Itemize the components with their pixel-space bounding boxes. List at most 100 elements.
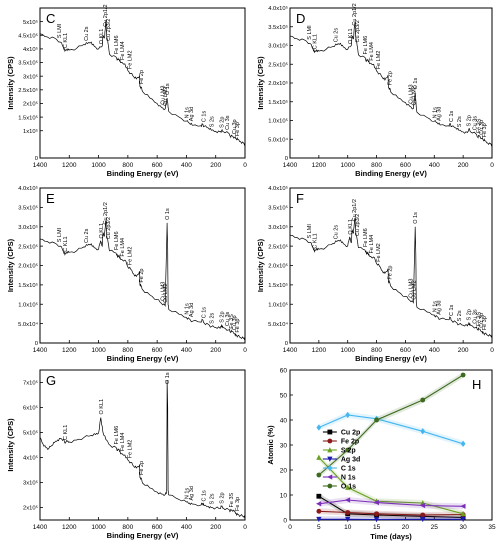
peak-label: C 1s <box>449 304 455 316</box>
peak-label: Fe 3S <box>476 118 482 133</box>
peak-label: Fe LM4 <box>369 42 375 61</box>
x-tick-label: 600 <box>152 524 163 531</box>
x-tick-label: 25 <box>431 524 439 531</box>
x-tick-label: 1000 <box>340 347 355 354</box>
peak-label: Fe 3S <box>229 314 235 329</box>
peak-label: O KL1 <box>348 219 354 235</box>
y-tick-label: 5.0x10⁴ <box>268 321 288 328</box>
panel-letter: D <box>296 11 305 26</box>
peak-label: C KL1 <box>63 33 69 48</box>
peak-label: Cu LM3 <box>409 279 415 298</box>
x-tick-label: 600 <box>400 162 411 169</box>
peak-label: Cu 2s <box>84 26 90 41</box>
panel-letter: H <box>472 377 481 392</box>
spectrum-line <box>39 20 246 146</box>
x-tick-label: 1000 <box>91 347 106 354</box>
peak-label: Fe LM4 <box>120 238 126 257</box>
y-tick-label: 3x10⁵ <box>23 73 39 80</box>
peak-label: Fe LM6 <box>114 35 120 54</box>
legend-label: Ag 3d <box>341 457 360 464</box>
x-tick-label: 1200 <box>62 347 77 354</box>
peak-label: Fe LM4 <box>369 235 375 254</box>
legend-label: N 1s <box>341 475 356 482</box>
y-tick-label: 4.0x10⁵ <box>268 5 288 12</box>
x-tick-label: 1400 <box>33 162 48 169</box>
data-point <box>460 516 466 523</box>
x-axis-label: Binding Energy (eV) <box>107 354 179 363</box>
xps-panel-f: 1400 1200 1000 800 600 400 200 0 0 5.0x10⁴ 1.0x10⁵… <box>256 185 494 363</box>
peak-label: Fe LM2 <box>127 440 133 459</box>
y-tick-label: 3.0x10⁵ <box>268 43 288 50</box>
data-point <box>316 472 322 478</box>
x-tick-label: 200 <box>458 162 469 169</box>
xps-panel-e: 1400 1200 1000 800 600 400 200 0 0 5.0x10⁴ 1.0x10⁵… <box>6 185 247 363</box>
x-tick-label: 400 <box>181 162 192 169</box>
peak-label: S LMI <box>57 227 63 242</box>
x-tick-label: 400 <box>429 162 440 169</box>
x-tick-label: 800 <box>371 162 382 169</box>
x-tick-label: 1400 <box>33 524 48 531</box>
panel-letter: C <box>46 11 55 26</box>
y-tick-label: 3x10⁵ <box>23 480 39 487</box>
x-tick-label: 30 <box>460 524 468 531</box>
peak-label: Cu 3s <box>472 309 478 324</box>
peak-label: Ag 3d <box>189 303 195 317</box>
x-tick-label: 1000 <box>340 162 355 169</box>
legend-label: O 1s <box>341 484 356 491</box>
x-tick-label: 600 <box>400 347 411 354</box>
peak-label: Fe 3p <box>235 497 241 511</box>
y-tick-label: 2.5x10⁵ <box>18 87 38 94</box>
y-tick-label: 0 <box>285 341 288 347</box>
peak-label: O 1s <box>165 208 171 220</box>
x-tick-label: 1200 <box>62 524 77 531</box>
y-tick-label: 1x10⁵ <box>23 128 39 135</box>
x-tick-label: 0 <box>288 524 292 531</box>
peak-label: Fe 2p <box>139 70 145 84</box>
y-tick-label: 4.5x10⁵ <box>18 32 38 39</box>
x-tick-label: 10 <box>344 524 352 531</box>
y-tick-label: 1.0x10⁵ <box>18 301 38 308</box>
peak-label: S 2p <box>219 492 225 503</box>
peak-label: O KL1 <box>99 29 105 45</box>
x-tick-label: 400 <box>181 524 192 531</box>
y-tick-label: 5x10⁵ <box>23 430 39 437</box>
y-tick-label: 1.5x10⁵ <box>268 282 288 289</box>
x-tick-label: 35 <box>488 524 496 531</box>
peak-label: Fe LM2 <box>127 50 133 69</box>
y-tick-label: 1.5x10⁵ <box>18 114 38 121</box>
y-tick-label: 4.0x10⁵ <box>268 185 288 192</box>
y-tick-label: 30 <box>280 442 288 449</box>
peak-label: Cu 2p3/2 <box>106 217 112 239</box>
peak-label: O 1s <box>165 372 171 384</box>
y-axis-label: Atomic (%) <box>266 425 275 465</box>
x-tick-label: 1400 <box>283 347 298 354</box>
peak-label: Ag 3d <box>437 107 443 121</box>
peak-label: Cu 2p1/2 <box>103 4 109 26</box>
peak-label: Fe LM2 <box>376 51 382 70</box>
y-tick-label: 2.0x10⁵ <box>268 80 288 87</box>
peak-label: Cu 2s <box>84 228 90 243</box>
y-tick-label: 2.5x10⁵ <box>268 243 288 250</box>
peak-label: Cu 3s <box>225 311 231 326</box>
peak-label: Fe LM2 <box>127 247 133 266</box>
x-tick-label: 0 <box>243 162 247 169</box>
peak-label: C KL1 <box>63 425 69 440</box>
peak-label: Cu 3s <box>225 115 231 130</box>
peak-label: Fe 3p <box>235 122 241 136</box>
peak-label: S 2s <box>457 116 463 127</box>
y-tick-label: 5.0x10⁴ <box>268 136 288 143</box>
spectrum-line <box>39 220 246 341</box>
series-band <box>318 372 464 478</box>
plot-frame <box>39 7 246 159</box>
peak-label: Cu LM2 <box>163 284 169 303</box>
peak-label: Ag 3d <box>437 300 443 314</box>
y-tick-label: 4x10⁵ <box>23 46 39 53</box>
data-point <box>420 516 426 523</box>
peak-label: Fe 3S <box>229 492 235 507</box>
data-point <box>327 483 333 489</box>
peak-label: Cu 3p <box>232 315 238 330</box>
panel-h: 0 5 10 15 20 25 30 35 0 10 20 30 40 50 60 Time (days) At… <box>266 367 496 541</box>
data-point <box>316 493 322 499</box>
peak-label: O KL1 <box>99 399 105 415</box>
